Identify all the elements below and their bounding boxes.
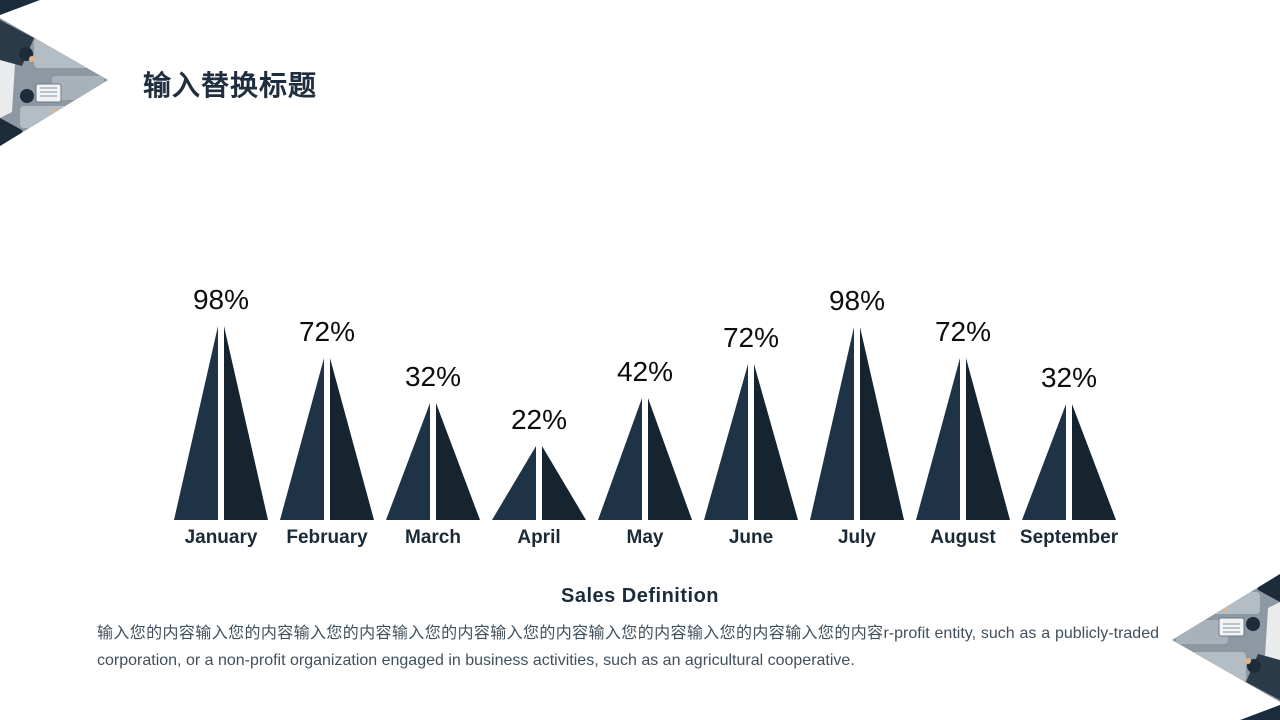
data-label: 32% (1040, 362, 1098, 393)
month-label: April (517, 527, 561, 548)
split-triangle-bar (174, 326, 268, 520)
split-triangle-bar (1022, 404, 1116, 520)
month-label: September (1019, 527, 1119, 548)
month-label: August (930, 527, 996, 548)
data-label: 98% (192, 284, 250, 315)
chart-month-may: 42% May (575, 0, 715, 548)
chart-month-august: 72% August (893, 0, 1033, 548)
slide-title: 输入替换标题 (143, 70, 318, 101)
month-label: February (286, 527, 368, 548)
split-triangle-bar (598, 398, 692, 520)
data-label: 72% (934, 316, 992, 347)
chart-month-july: 98% July (787, 0, 927, 548)
data-label: 72% (722, 322, 780, 353)
data-label: 22% (510, 404, 568, 435)
split-triangle-bar (916, 358, 1010, 520)
chart-month-april: 22% April (469, 0, 609, 548)
month-label: May (626, 527, 664, 548)
chart-month-january: 98% January (151, 0, 291, 548)
body-paragraph: 输入您的内容输入您的内容输入您的内容输入您的内容输入您的内容输入您的内容输入您的… (97, 625, 1159, 669)
month-label: March (405, 527, 461, 548)
chart-month-june: 72% June (681, 0, 821, 548)
split-triangle-bar (386, 403, 480, 520)
data-label: 98% (828, 285, 886, 316)
split-triangle-bar (810, 327, 904, 520)
month-label: January (184, 527, 258, 548)
split-triangle-bar (280, 358, 374, 520)
month-label: July (837, 527, 877, 548)
section-heading: Sales Definition (560, 585, 720, 607)
data-label: 72% (298, 316, 356, 347)
chart-month-february: 72% February (257, 0, 397, 548)
chart-month-september: 32% September (999, 0, 1139, 549)
split-triangle-bar (492, 446, 586, 520)
chart-month-march: 32% March (363, 0, 503, 548)
data-label: 42% (616, 356, 674, 387)
data-label: 32% (404, 361, 462, 392)
month-label: June (728, 527, 774, 548)
split-triangle-bar (704, 364, 798, 520)
